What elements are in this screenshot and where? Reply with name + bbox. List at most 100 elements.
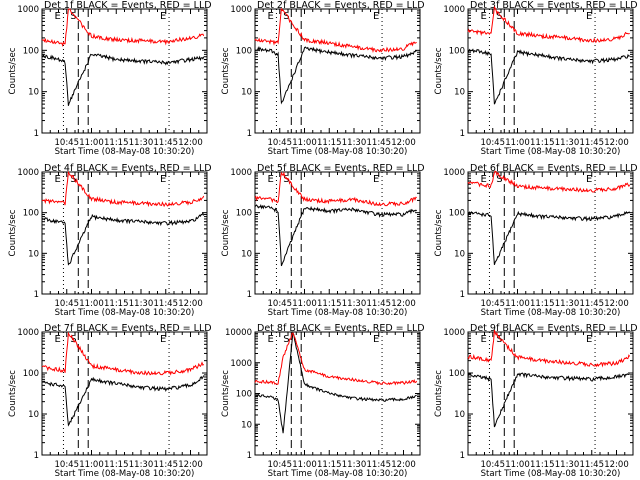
y-tick-label: 100	[23, 369, 39, 379]
x-tick-label: 11:45	[154, 460, 179, 470]
panel-det-7: Det 7f BLACK = Events, RED = LLD 1 10 100 10…	[8, 323, 212, 479]
series-lld-line	[254, 332, 418, 386]
marker-e-end: E	[586, 334, 592, 345]
x-tick-label: 11:45	[580, 460, 605, 470]
y-tick-label: 10	[28, 410, 39, 420]
marker-s: S	[70, 174, 76, 185]
y-tick-label: 1	[247, 451, 252, 461]
series-lld-line	[41, 170, 205, 208]
x-tick-label: 11:00	[292, 138, 317, 148]
x-tick-label: 12:00	[391, 299, 416, 309]
y-tick-label: 1	[460, 129, 465, 139]
y-tick-label: 100	[449, 209, 465, 219]
marker-s: S	[70, 11, 76, 22]
x-axis-label: Start Time (08-May-08 10:30:20)	[481, 469, 621, 479]
y-tick-label: 10	[454, 410, 465, 420]
x-tick-label: 10:45	[268, 299, 293, 309]
panel-det-8: Det 8f BLACK = Events, RED = LLD 1 10 100 10…	[221, 323, 425, 479]
x-tick-label: 10:45	[55, 138, 80, 148]
x-tick-label: 11:00	[505, 299, 530, 309]
x-tick-label: 11:15	[530, 138, 555, 148]
x-tick-label: 12:00	[604, 138, 629, 148]
marker-e-start: E	[54, 334, 60, 345]
series-events-line	[41, 375, 205, 427]
y-tick-label: 10	[454, 88, 465, 98]
x-tick-label: 11:30	[342, 460, 367, 470]
y-axis-label: Counts/sec	[221, 370, 231, 417]
y-tick-label: 10	[241, 249, 252, 259]
x-tick-label: 12:00	[604, 460, 629, 470]
y-axis-label: Counts/sec	[434, 47, 444, 94]
x-tick-label: 11:30	[129, 138, 154, 148]
marker-e-start: E	[480, 334, 486, 345]
y-tick-label: 100	[449, 369, 465, 379]
x-axis-label: Start Time (08-May-08 10:30:20)	[55, 308, 195, 318]
series-events-line	[41, 53, 205, 106]
y-tick-label: 1000	[230, 168, 252, 178]
panel-det-4: Det 4f BLACK = Events, RED = LLD 1 10 100 10…	[8, 163, 212, 318]
x-tick-label: 10:45	[481, 138, 506, 148]
x-tick-label: 12:00	[604, 299, 629, 309]
y-tick-label: 1	[34, 451, 39, 461]
series-events-line	[41, 212, 205, 266]
x-tick-label: 11:45	[367, 460, 392, 470]
y-tick-label: 1000	[17, 328, 39, 338]
marker-e-start: E	[54, 174, 60, 185]
series-lld-line	[254, 8, 417, 54]
series-events-line	[467, 372, 630, 428]
y-tick-label: 1000	[443, 328, 465, 338]
marker-e-end: E	[373, 174, 379, 185]
series-lld-line	[467, 170, 631, 193]
y-tick-label: 1	[34, 129, 39, 139]
marker-s: S	[283, 11, 289, 22]
marker-e-start: E	[267, 334, 273, 345]
y-tick-label: 100	[236, 390, 252, 400]
marker-e-start: E	[480, 174, 486, 185]
series-events-line	[254, 331, 417, 434]
series-lld-line	[41, 331, 205, 376]
x-tick-label: 11:00	[79, 460, 104, 470]
y-axis-label: Counts/sec	[8, 209, 18, 256]
marker-s: S	[496, 174, 502, 185]
marker-e-end: E	[160, 174, 166, 185]
x-tick-label: 11:00	[292, 299, 317, 309]
y-tick-label: 1	[460, 451, 465, 461]
y-tick-label: 1000	[17, 5, 39, 15]
y-tick-label: 1000	[443, 168, 465, 178]
y-tick-label: 100	[449, 46, 465, 56]
marker-s: S	[283, 174, 289, 185]
x-tick-label: 11:15	[104, 460, 129, 470]
y-axis-label: Counts/sec	[8, 47, 18, 94]
x-tick-label: 11:45	[367, 299, 392, 309]
panel-det-2: Det 2f BLACK = Events, RED = LLD 1 10 100 10…	[221, 0, 425, 157]
y-tick-label: 10000	[225, 328, 252, 338]
x-tick-label: 11:30	[555, 138, 580, 148]
x-tick-label: 11:15	[530, 460, 555, 470]
x-tick-label: 11:15	[104, 299, 129, 309]
series-events-line	[467, 210, 630, 265]
marker-e-end: E	[586, 11, 592, 22]
x-axis-label: Start Time (08-May-08 10:30:20)	[481, 308, 621, 318]
x-tick-label: 12:00	[391, 460, 416, 470]
x-tick-label: 11:00	[79, 138, 104, 148]
x-tick-label: 12:00	[178, 299, 203, 309]
x-tick-label: 11:45	[154, 299, 179, 309]
panel-det-9: Det 9f BLACK = Events, RED = LLD 1 10 100 10…	[434, 323, 638, 479]
x-tick-label: 11:15	[104, 138, 129, 148]
panel-title: Det 5f BLACK = Events, RED = LLD	[257, 163, 425, 174]
marker-e-start: E	[480, 11, 486, 22]
series-events-line	[254, 46, 417, 105]
x-axis-label: Start Time (08-May-08 10:30:20)	[268, 147, 408, 157]
x-tick-label: 11:45	[580, 299, 605, 309]
series-events-line	[254, 204, 418, 267]
x-tick-label: 10:45	[55, 299, 80, 309]
x-tick-label: 10:45	[268, 138, 293, 148]
y-axis-label: Counts/sec	[8, 370, 18, 417]
x-tick-label: 11:30	[342, 299, 367, 309]
y-axis-label: Counts/sec	[221, 209, 231, 256]
x-tick-label: 11:45	[367, 138, 392, 148]
series-lld-line	[467, 5, 630, 44]
x-tick-label: 10:45	[268, 460, 293, 470]
x-tick-label: 11:45	[580, 138, 605, 148]
series-events-line	[467, 48, 630, 105]
